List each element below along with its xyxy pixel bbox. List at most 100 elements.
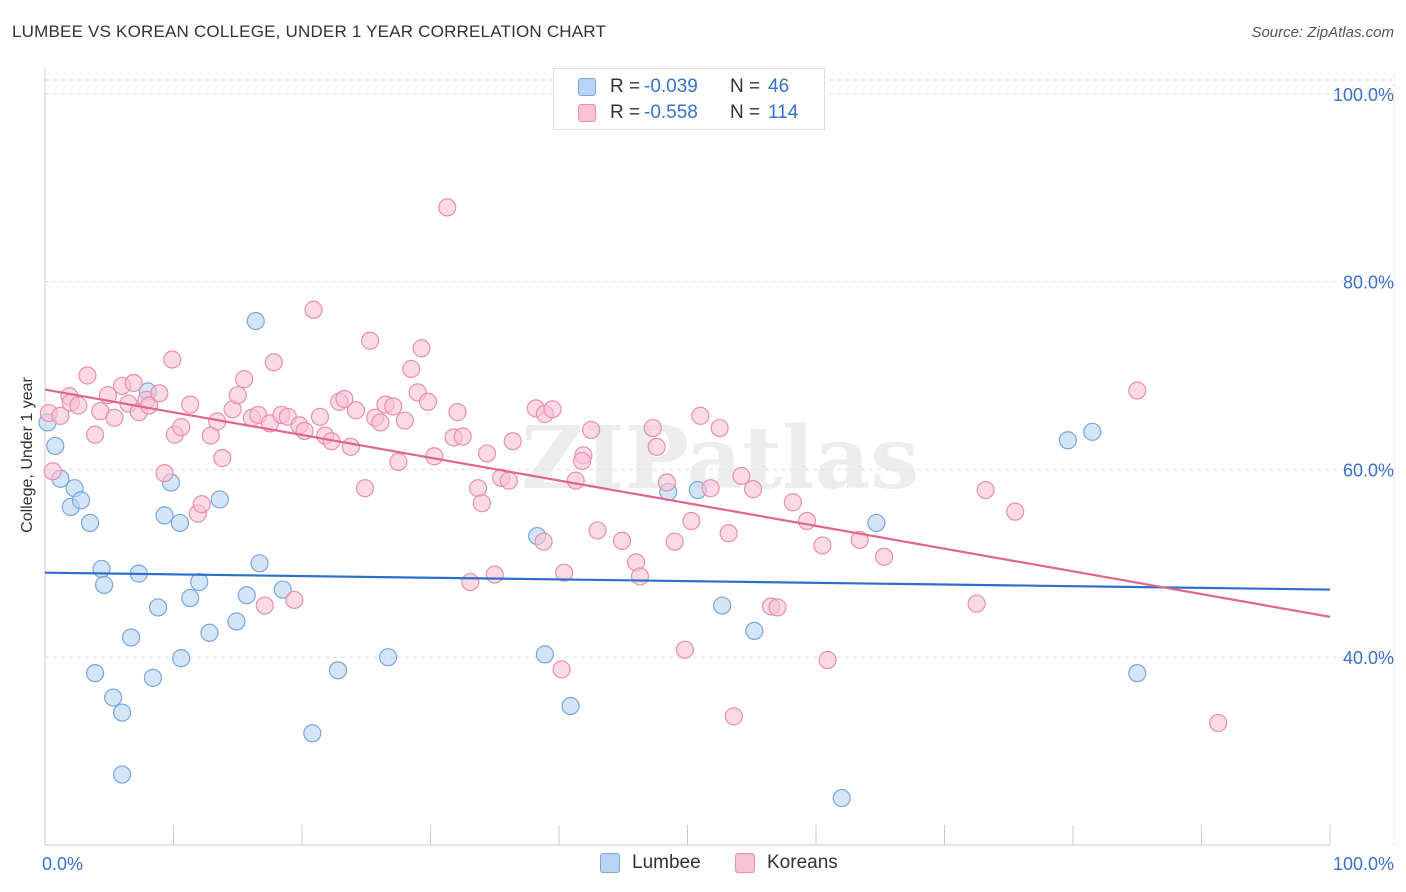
koreans-point — [418, 392, 438, 411]
koreans-legend-swatch — [735, 853, 755, 873]
koreans-point — [310, 407, 330, 426]
koreans-point — [402, 359, 421, 379]
koreans-point — [389, 452, 408, 471]
x-tick-label-max: 100.0% — [1333, 854, 1394, 874]
lumbee-point — [273, 580, 292, 599]
lumbee-point — [250, 554, 269, 573]
lumbee-point — [143, 668, 163, 687]
y-tick-label: 100.0% — [1333, 85, 1394, 105]
legend-row-lumbee: R = -0.039 N = 46 — [578, 75, 789, 99]
koreans-point — [192, 495, 211, 514]
koreans-point — [588, 521, 607, 540]
koreans-point — [630, 567, 650, 586]
lumbee-point — [155, 506, 174, 525]
lumbee-point — [181, 588, 200, 608]
lumbee-point — [86, 664, 105, 683]
koreans-point — [1209, 713, 1228, 733]
lumbee-swatch — [578, 78, 596, 96]
koreans-point — [701, 479, 720, 498]
koreans-point — [813, 536, 832, 555]
legend-row-koreans: R = -0.558 N = 114 — [578, 101, 798, 125]
lumbee-point — [867, 513, 886, 533]
koreans-point — [213, 449, 232, 468]
koreans-point — [461, 572, 480, 592]
koreans-point — [797, 511, 817, 531]
legend-n-value: 46 — [768, 76, 790, 97]
lumbee-point — [148, 598, 168, 617]
koreans-point — [448, 403, 467, 422]
koreans-point — [181, 395, 200, 414]
koreans-point — [51, 406, 70, 425]
koreans-point — [612, 531, 632, 550]
koreans-point — [255, 596, 274, 615]
koreans-point — [691, 406, 710, 425]
koreans-point — [555, 563, 574, 582]
koreans-point — [172, 418, 191, 437]
legend-item-koreans[interactable]: Koreans — [735, 852, 838, 874]
koreans-point — [425, 447, 444, 466]
koreans-point — [682, 511, 701, 531]
koreans-point — [710, 418, 729, 438]
lumbee-point — [303, 724, 322, 743]
koreans-point — [1006, 502, 1025, 521]
koreans-point — [355, 479, 375, 498]
koreans-point — [768, 598, 787, 617]
koreans-point — [335, 389, 354, 409]
koreans-point — [976, 480, 995, 500]
lumbee-point — [227, 612, 246, 631]
koreans-legend-label: Koreans — [767, 852, 838, 873]
lumbee-point — [172, 649, 191, 668]
koreans-point — [552, 660, 571, 679]
lumbee-point — [200, 623, 219, 642]
legend-n-label: N = — [730, 76, 761, 97]
lumbee-point — [71, 491, 91, 510]
koreans-point — [124, 373, 143, 393]
koreans-point — [783, 493, 802, 512]
lumbee-trend-line — [44, 571, 1331, 591]
koreans-point — [818, 650, 837, 670]
koreans-point — [732, 466, 751, 486]
koreans-point — [86, 425, 105, 444]
koreans-point — [78, 366, 97, 385]
lumbee-point — [1058, 431, 1077, 450]
koreans-point — [468, 479, 488, 498]
lumbee-point — [246, 311, 265, 331]
lumbee-point — [95, 575, 114, 594]
koreans-point — [412, 339, 431, 358]
koreans-point — [503, 432, 522, 451]
koreans-point — [304, 300, 323, 319]
lumbee-point — [1083, 422, 1102, 441]
koreans-point — [453, 427, 472, 446]
koreans-trend-line — [44, 388, 1331, 618]
koreans-point — [485, 565, 504, 584]
koreans-point — [477, 444, 497, 463]
koreans-point — [657, 473, 677, 492]
koreans-point — [69, 396, 88, 415]
koreans-point — [346, 401, 366, 420]
koreans-point — [499, 471, 518, 490]
lumbee-point — [561, 696, 580, 716]
y-tick-label: 60.0% — [1343, 460, 1394, 480]
koreans-swatch — [578, 104, 596, 122]
koreans-point — [543, 400, 562, 419]
koreans-point — [875, 547, 894, 566]
koreans-point — [43, 462, 62, 481]
lumbee-legend-swatch — [600, 853, 620, 873]
lumbee-point — [535, 645, 554, 664]
lumbee-point — [104, 688, 123, 707]
koreans-point — [228, 386, 247, 405]
koreans-point — [155, 464, 174, 483]
koreans-point — [438, 198, 457, 217]
koreans-point — [967, 594, 986, 613]
lumbee-point — [80, 513, 100, 533]
legend-item-lumbee[interactable]: Lumbee — [600, 852, 701, 874]
lumbee-point — [1128, 664, 1147, 683]
koreans-point — [1128, 381, 1147, 400]
lumbee-legend-label: Lumbee — [632, 852, 701, 873]
lumbee-point — [210, 490, 229, 509]
series-legend: Lumbee Koreans — [0, 852, 1406, 876]
koreans-point — [724, 707, 743, 726]
koreans-point — [361, 331, 380, 350]
koreans-point — [150, 384, 169, 403]
lumbee-point — [121, 628, 141, 647]
